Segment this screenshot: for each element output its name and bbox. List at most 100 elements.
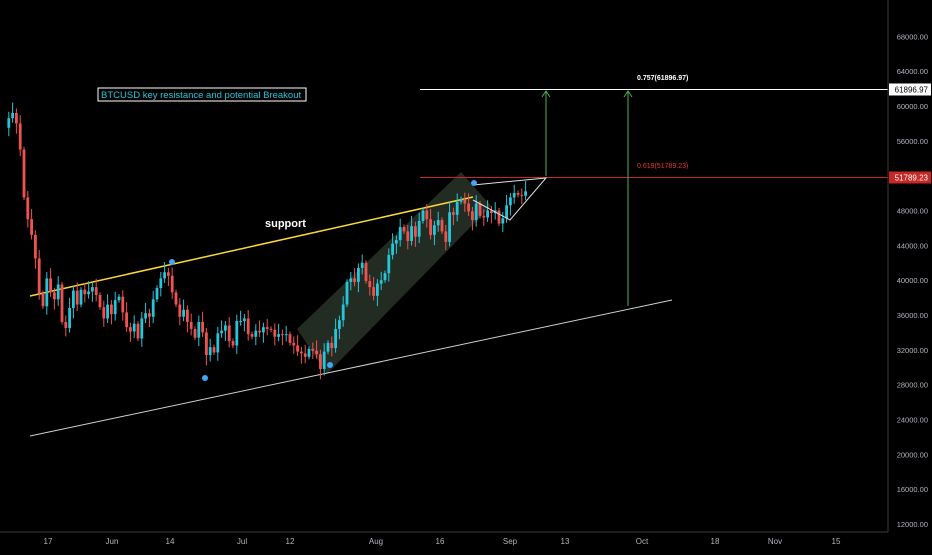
candle-body [258, 330, 261, 333]
candle-body [296, 345, 299, 352]
candle-body [345, 281, 349, 305]
candle-body [60, 284, 64, 322]
candle-body [383, 273, 387, 281]
candle-body [159, 278, 163, 289]
candle-body [129, 327, 132, 332]
candle-body [341, 304, 345, 321]
candle-body [520, 194, 524, 196]
y-tick-label: 60000.00 [897, 102, 928, 111]
candle-body [68, 308, 71, 329]
candle-body [227, 325, 231, 342]
x-tick-label: 14 [166, 537, 175, 546]
candle-body [284, 334, 288, 336]
candle-body [34, 234, 37, 259]
candle-body [205, 332, 208, 356]
candle-body [410, 226, 413, 241]
y-tick-label: 32000.00 [897, 346, 928, 355]
y-tick-label: 48000.00 [897, 207, 928, 216]
candle-body [357, 267, 360, 282]
candle-body [319, 354, 322, 369]
x-tick-label: Sep [503, 537, 518, 546]
candle-body [364, 262, 368, 282]
candle-body [277, 334, 280, 337]
triangle-pattern [472, 177, 548, 221]
candle-body [463, 199, 467, 204]
candle-body [387, 254, 391, 274]
pivot-marker [327, 362, 333, 368]
candle-body [391, 243, 394, 255]
candle-body [330, 342, 334, 349]
y-tick-label: 44000.00 [897, 241, 928, 250]
y-tick-label: 28000.00 [897, 381, 928, 390]
y-tick-label: 16000.00 [897, 485, 928, 494]
candle-body [421, 210, 425, 221]
price-label-box [889, 171, 931, 184]
candle-body [182, 309, 185, 317]
x-tick-label: Jun [106, 537, 119, 546]
candle-body [497, 210, 501, 224]
candle-body [281, 334, 284, 336]
y-tick-label: 20000.00 [897, 450, 928, 459]
candle-body [64, 321, 68, 329]
x-tick-label: Oct [636, 537, 649, 546]
title-box [97, 87, 307, 102]
candle-body [72, 290, 75, 309]
candle-body [75, 290, 79, 305]
candle-body [49, 278, 52, 293]
candle-body [18, 123, 22, 150]
candle-body [30, 219, 33, 235]
support-label: support [265, 218, 306, 230]
x-tick-label: 15 [832, 537, 841, 546]
candle-body [11, 112, 14, 119]
candle-body [425, 210, 429, 220]
candle-body [455, 201, 459, 215]
candle-body [448, 212, 451, 242]
candle-body [140, 318, 144, 339]
candle-body [7, 118, 11, 128]
fib-label: 0.619(51789.23) [637, 163, 688, 170]
candle-body [45, 278, 49, 307]
candle-body [338, 320, 341, 329]
candle-body [322, 351, 326, 369]
candle-body [178, 304, 182, 317]
candle-body [490, 210, 493, 214]
candle-body [155, 288, 159, 300]
candle-body [15, 112, 18, 124]
candle-body [201, 321, 204, 333]
candle-body [326, 342, 330, 352]
price-label: 51789.23 [895, 174, 929, 183]
candle-body [512, 193, 516, 198]
candle-body [406, 231, 410, 241]
candle-body [288, 334, 292, 343]
candle-body [505, 205, 508, 219]
candle-body [379, 280, 383, 284]
candle-body [368, 281, 372, 288]
price-label: 61896.97 [895, 85, 929, 94]
candle-body [372, 287, 375, 296]
candle-body [376, 283, 379, 296]
x-tick-label: 17 [44, 537, 53, 546]
candle-body [262, 327, 265, 333]
target-arrow-head [623, 90, 633, 98]
lower-trendline [29, 299, 673, 437]
candle-body [360, 262, 364, 268]
candle-body [307, 348, 311, 357]
candle-body [189, 321, 193, 329]
candle-body [144, 313, 147, 319]
candle-body [26, 197, 30, 220]
y-tick-label: 12000.00 [897, 520, 928, 529]
candle-body [56, 284, 60, 300]
candle-body [353, 278, 356, 282]
candle-body [402, 227, 406, 232]
candle-body [94, 287, 98, 295]
x-tick-label: Aug [369, 537, 383, 546]
candle-body [482, 215, 486, 218]
candle-body [37, 258, 41, 294]
candle-body [516, 193, 520, 195]
candle-body [121, 296, 125, 313]
candle-body [224, 325, 227, 331]
candle-body [102, 307, 106, 319]
pivot-marker [169, 259, 175, 265]
pivot-marker [471, 180, 477, 186]
